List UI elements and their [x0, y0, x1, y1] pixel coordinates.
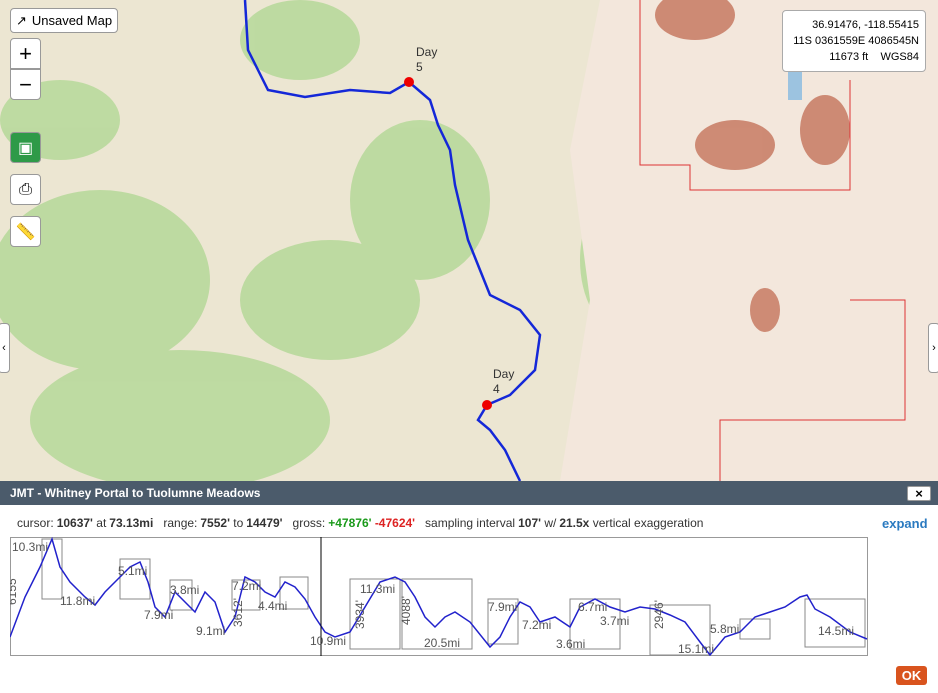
expand-link[interactable]: expand [882, 516, 928, 531]
profile-frame [10, 537, 868, 656]
segment-label: 4088' [399, 596, 413, 625]
segment-label: 3.6mi [556, 637, 585, 651]
segment-label: 3.8mi [170, 583, 199, 597]
segment-label: 7.9mi [144, 608, 173, 622]
profile-line [10, 537, 868, 656]
segment-box [804, 598, 866, 648]
segment-box [487, 598, 519, 645]
segment-label: 14.5mi [818, 624, 854, 638]
ruler-button[interactable]: 📏 [10, 216, 41, 247]
elevation-datum: 11673 ft WGS84 [789, 49, 919, 65]
elevation-profile[interactable]: 10.3mi 6155' 11.8mi 5.1mi 7.9mi 3.8mi 9.1mi 7.2… [10, 537, 868, 656]
valley [560, 0, 938, 481]
stat: -47624' [374, 516, 416, 530]
left-arrow[interactable]: ‹ [0, 323, 10, 373]
segment-label: 5.8mi [710, 622, 739, 636]
utm: 11S 0361559E 4086545N [793, 35, 919, 47]
stat: 73.13mi [109, 516, 154, 530]
segment-label: 10.3mi [12, 540, 48, 554]
segment-box [279, 576, 309, 610]
latlon: 36.91476, -118.55415 [812, 19, 919, 31]
stat: vertical exaggeration [592, 516, 704, 530]
ok-button[interactable]: OK [896, 666, 927, 685]
elevation: 11673 ft [829, 51, 869, 63]
stat: 7552' [200, 516, 230, 530]
datum: WGS84 [880, 51, 919, 63]
marker-number: 4 [493, 382, 500, 396]
stat: to [233, 516, 244, 530]
save-button[interactable]: ▣ [10, 132, 41, 163]
panel-title: JMT - Whitney Portal to Tuolumne Meadows [10, 486, 261, 500]
segment-label: 11.8mi [60, 594, 95, 608]
segment-box [349, 578, 401, 650]
close-button[interactable]: × [907, 486, 931, 501]
stat: at [96, 516, 107, 530]
lava-fields [655, 0, 850, 332]
zoom-in[interactable]: + [10, 38, 41, 69]
segment-box [401, 578, 473, 650]
stat: 107' [518, 516, 541, 530]
segment-label: 11.3mi [360, 582, 395, 596]
segment-label: 4.4mi [258, 599, 287, 613]
stat: sampling interval [425, 516, 516, 530]
segment-box [169, 579, 193, 611]
segment-label: 5.1mi [118, 564, 147, 578]
trail [243, 0, 542, 481]
segment-label: 3934' [353, 600, 367, 629]
map[interactable]: Day 5 Day 4 [0, 0, 938, 481]
marker-label: Day [416, 45, 437, 59]
segment-label: 3612' [231, 598, 245, 627]
profile-stats: cursor: 10637' at 73.13mi range: 7552' to 14… [17, 516, 706, 530]
segment-label: 20.5mi [424, 636, 460, 650]
segment-box [739, 618, 771, 640]
segment-label: 6155' [10, 576, 19, 605]
segment-box [119, 558, 151, 600]
zoom-out[interactable]: − [10, 69, 41, 100]
segment-box [649, 604, 711, 656]
segment-label: 15.1mi [678, 642, 714, 656]
segment-label: 7.2mi [522, 618, 551, 632]
print-button[interactable]: ⎙ [10, 174, 41, 205]
stat: 14479' [246, 516, 283, 530]
segment-box [231, 579, 261, 611]
stat: 21.5x [559, 516, 590, 530]
lake [788, 70, 802, 100]
segment-label: 7.2mi [232, 579, 261, 593]
segment-label: 9.1mi [196, 624, 225, 638]
segment-label: 7.9mi [488, 600, 517, 614]
stat: +47876' [328, 516, 372, 530]
marker-number: 5 [416, 60, 423, 74]
segment-label: 10.9mi [310, 634, 346, 648]
stat: cursor: [17, 516, 54, 530]
day-marker[interactable] [482, 400, 492, 410]
button-label: Unsaved Map [31, 13, 113, 28]
stat: 10637' [56, 516, 93, 530]
segment-label: 6.7mi [578, 600, 607, 614]
boundaries [639, 0, 906, 481]
marker-label: Day [493, 367, 514, 381]
coordinate-box: 36.91476, -118.55415 11S 0361559E 408654… [782, 10, 926, 72]
right-arrow[interactable]: › [928, 323, 938, 373]
unsaved-map-button[interactable]: ↗ Unsaved Map [10, 8, 118, 33]
day-marker[interactable] [404, 77, 414, 87]
stat: range: [163, 516, 198, 530]
panel-header: JMT - Whitney Portal to Tuolumne Meadows [0, 481, 938, 505]
stat: gross: [292, 516, 326, 530]
stat: w/ [544, 516, 557, 530]
segment-label: 2946' [652, 600, 666, 629]
segment-label: 3.7mi [600, 614, 629, 628]
